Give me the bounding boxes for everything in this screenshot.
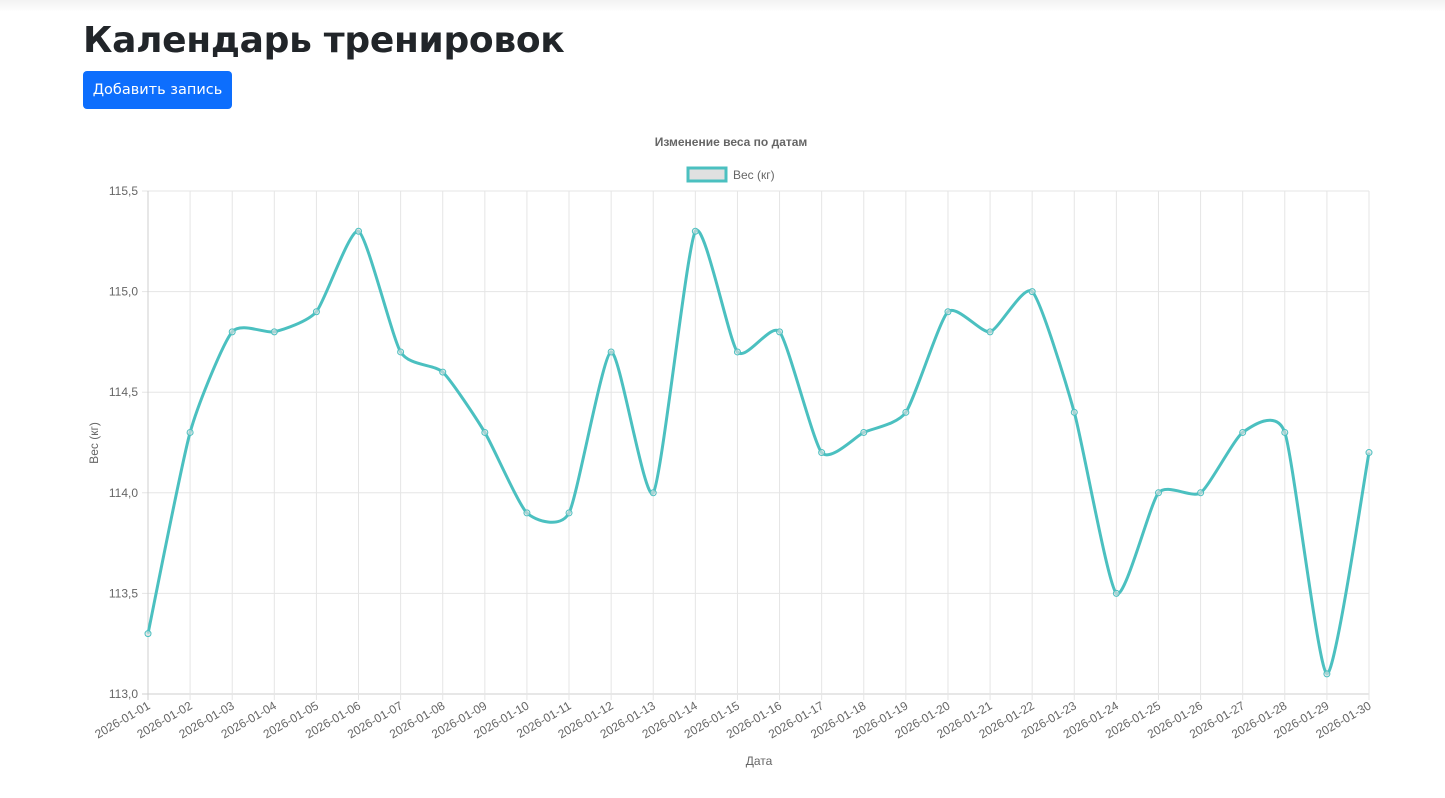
y-axis: 113,0 113,5 114,0 114,5 115,0 115,5 — [109, 184, 138, 701]
y-tick-label: 113,5 — [109, 586, 138, 600]
data-point[interactable] — [860, 428, 868, 436]
y-axis-label: Вес (кг) — [87, 422, 101, 464]
data-point[interactable] — [1154, 489, 1162, 497]
page-title: Календарь тренировок — [83, 20, 565, 61]
chart-title: Изменение веса по датам — [655, 135, 808, 149]
y-tick-label: 113,0 — [109, 687, 138, 701]
data-point[interactable] — [312, 308, 320, 316]
data-point[interactable] — [1281, 428, 1289, 436]
data-point[interactable] — [733, 348, 741, 356]
data-point[interactable] — [355, 227, 363, 235]
data-point[interactable] — [1323, 670, 1331, 678]
data-point[interactable] — [986, 328, 994, 336]
data-point[interactable] — [776, 328, 784, 336]
data-point[interactable] — [944, 308, 952, 316]
y-tick-label: 115,0 — [109, 285, 138, 299]
data-point[interactable] — [144, 630, 152, 638]
y-tick-label: 114,0 — [109, 486, 138, 500]
data-point[interactable] — [439, 368, 447, 376]
data-point[interactable] — [397, 348, 405, 356]
x-axis-label: Дата — [746, 754, 773, 768]
data-point[interactable] — [523, 509, 531, 517]
x-axis: 2026-01-012026-01-022026-01-032026-01-04… — [92, 698, 1373, 741]
data-point[interactable] — [691, 227, 699, 235]
legend-label: Вес (кг) — [733, 168, 775, 182]
chart-grid — [142, 190, 1370, 700]
data-point[interactable] — [270, 328, 278, 336]
data-point[interactable] — [1070, 408, 1078, 416]
data-point[interactable] — [649, 489, 657, 497]
data-point[interactable] — [228, 328, 236, 336]
data-point[interactable] — [1239, 428, 1247, 436]
data-point[interactable] — [902, 408, 910, 416]
data-point[interactable] — [818, 449, 826, 457]
chart-legend[interactable]: Вес (кг) — [686, 166, 775, 183]
data-point[interactable] — [186, 428, 194, 436]
data-point[interactable] — [1112, 589, 1120, 597]
data-point[interactable] — [1365, 449, 1373, 457]
y-tick-label: 114,5 — [109, 385, 138, 399]
top-shadow — [0, 0, 1445, 12]
data-point[interactable] — [1028, 288, 1036, 296]
data-points — [144, 227, 1373, 678]
y-tick-label: 115,5 — [109, 184, 138, 198]
data-point[interactable] — [565, 509, 573, 517]
weight-line — [146, 228, 1371, 676]
data-point[interactable] — [1197, 489, 1205, 497]
data-point[interactable] — [607, 348, 615, 356]
add-record-button[interactable]: Добавить запись — [83, 71, 232, 109]
data-point[interactable] — [481, 428, 489, 436]
legend-swatch-icon — [686, 166, 728, 183]
